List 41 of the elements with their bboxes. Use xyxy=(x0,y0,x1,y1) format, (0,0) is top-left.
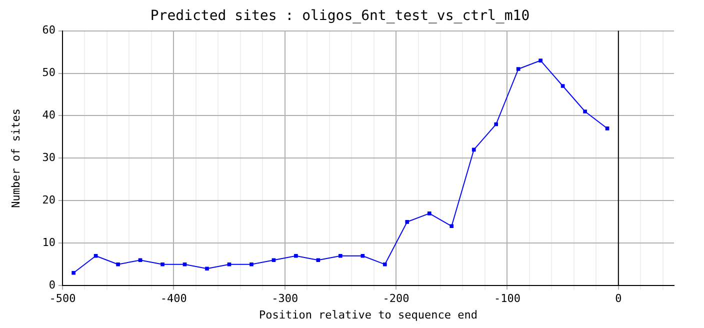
point xyxy=(94,254,98,258)
point xyxy=(182,262,187,266)
point xyxy=(316,258,320,262)
y-tick-label: 0 xyxy=(48,278,56,292)
x-tick-label: -500 xyxy=(49,292,76,306)
point xyxy=(250,262,254,266)
x-axis-title: Position relative to sequence end xyxy=(258,308,478,322)
point xyxy=(382,262,387,266)
x-tick-label: -100 xyxy=(494,292,520,306)
point xyxy=(360,254,365,258)
point xyxy=(450,224,454,228)
point xyxy=(338,254,342,258)
x-tick-label: -200 xyxy=(382,292,410,306)
y-tick-label: 60 xyxy=(42,24,56,37)
point xyxy=(272,258,276,262)
point xyxy=(205,266,209,271)
point xyxy=(405,220,410,224)
point xyxy=(583,110,587,114)
x-tick-label: 0 xyxy=(615,292,622,306)
point xyxy=(494,122,498,126)
point xyxy=(227,262,232,266)
point xyxy=(294,254,298,258)
y-tick-label: 10 xyxy=(42,236,56,249)
y-axis-title: Number of sites xyxy=(9,108,22,208)
point xyxy=(472,148,476,152)
x-tick-label: -400 xyxy=(160,292,187,306)
point xyxy=(516,67,520,71)
point xyxy=(605,126,610,130)
point xyxy=(427,211,432,216)
point xyxy=(72,270,76,275)
point xyxy=(560,84,565,88)
y-tick-label: 20 xyxy=(42,194,56,207)
y-tick-label: 50 xyxy=(42,66,56,80)
chart-title: Predicted sites : oligos_6nt_test_vs_ctrl_m10 xyxy=(150,8,530,24)
x-tick-label: -300 xyxy=(272,292,298,306)
y-tick-label: 40 xyxy=(42,108,56,122)
point xyxy=(138,258,142,262)
y-tick-label: 30 xyxy=(42,151,56,164)
point xyxy=(116,262,120,266)
point xyxy=(538,58,542,62)
point xyxy=(160,262,164,266)
